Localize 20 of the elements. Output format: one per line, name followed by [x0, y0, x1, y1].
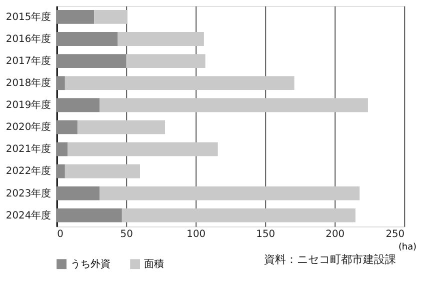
y-tick-label: 2015年度 — [6, 10, 52, 23]
y-tick-label: 2021年度 — [6, 143, 52, 156]
legend-label: うち外資 — [70, 258, 110, 270]
y-tick-label: 2019年度 — [6, 99, 52, 112]
x-tick-label: 200 — [326, 228, 345, 240]
y-tick-label: 2024年度 — [6, 209, 52, 222]
legend-label: 面積 — [144, 258, 164, 270]
x-tick-label: 150 — [256, 228, 276, 240]
y-tick-label: 2018年度 — [6, 77, 52, 90]
x-tick-label: 50 — [120, 228, 133, 240]
x-tick-label: 0 — [57, 228, 64, 240]
y-tick-label: 2023年度 — [6, 187, 52, 200]
y-tick-label: 2022年度 — [6, 165, 52, 178]
x-axis-title: (ha) — [398, 242, 417, 253]
x-tick-label: 250 — [386, 228, 405, 240]
x-tick-label: 100 — [186, 228, 206, 240]
text: 資料：ニセコ町都市建設課 — [264, 253, 396, 266]
y-tick-label: 2020年度 — [6, 121, 52, 134]
y-tick-label: 2016年度 — [6, 32, 52, 45]
y-tick-label: 2017年度 — [6, 55, 52, 68]
